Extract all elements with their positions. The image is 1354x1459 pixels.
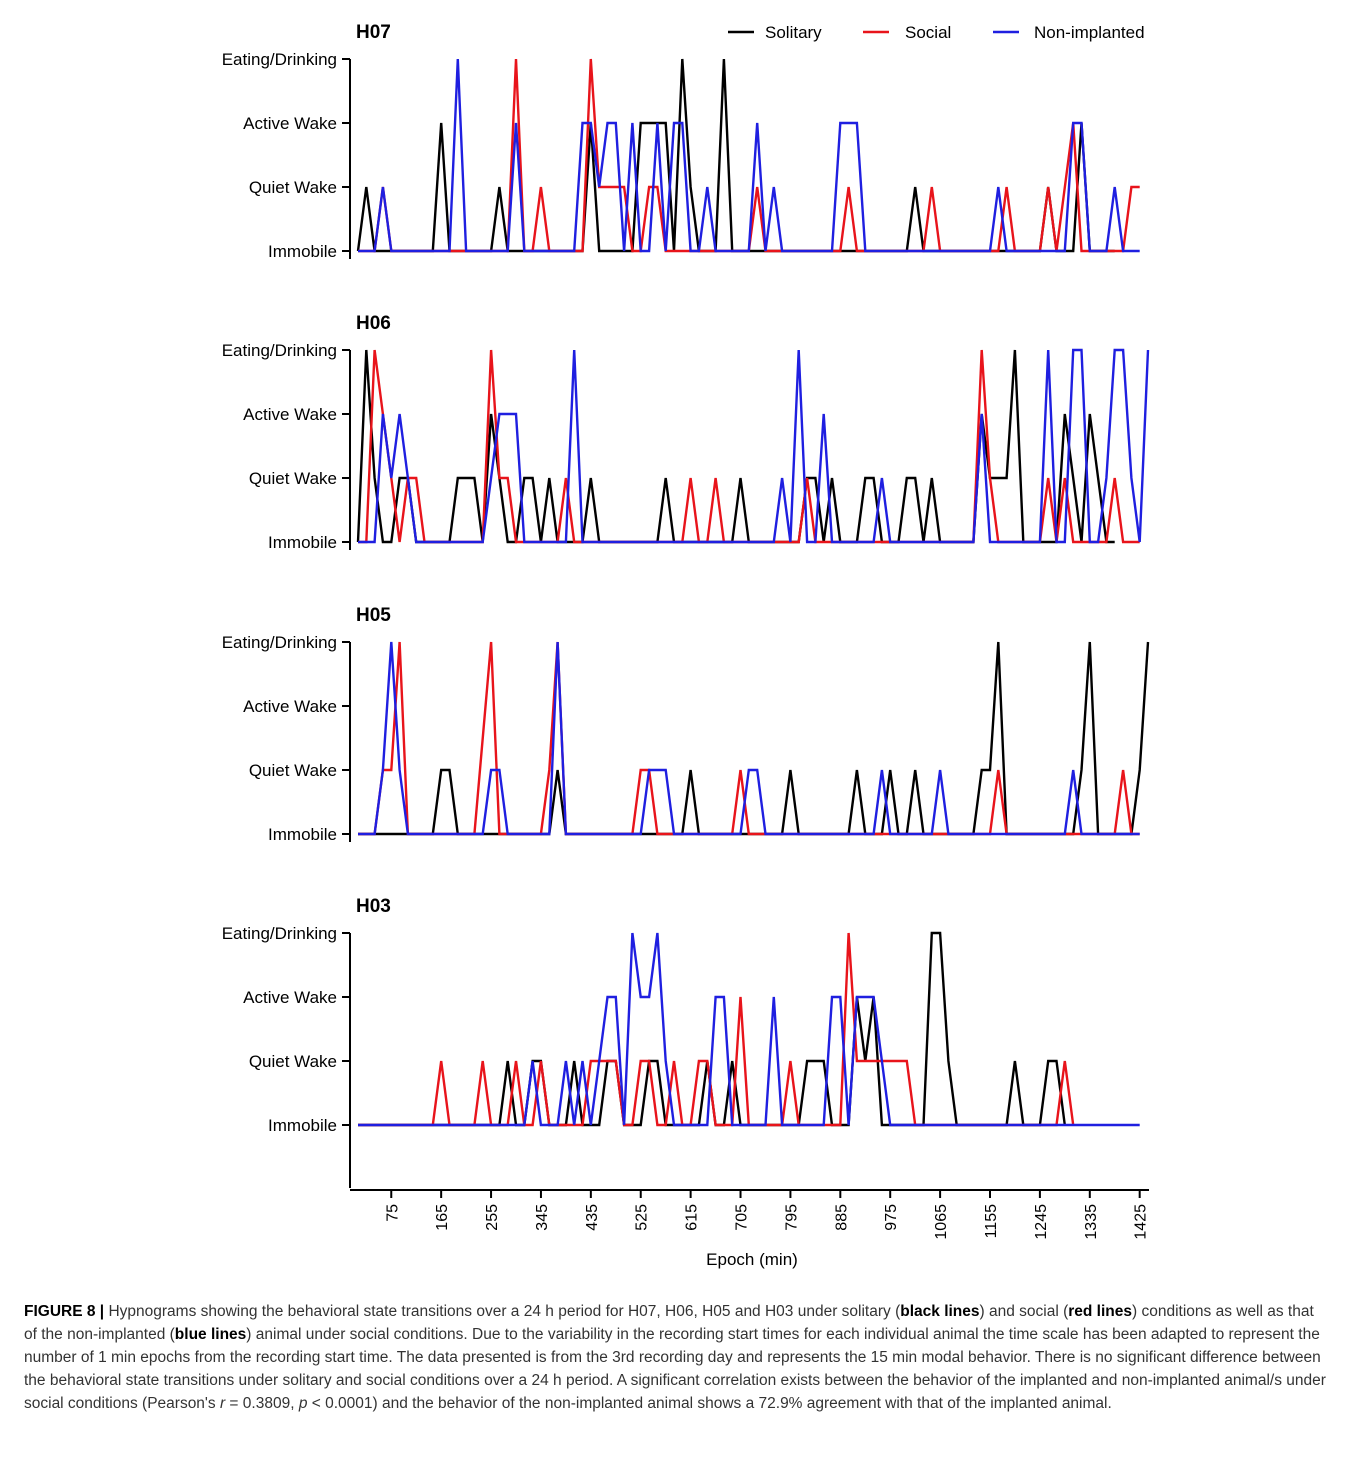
panel-h05-series-social bbox=[358, 641, 1140, 836]
panel-h06-y-tick-label: Active Wake bbox=[243, 405, 337, 424]
x-tick-label: 885 bbox=[833, 1204, 850, 1231]
caption-text-6: < 0.0001) and the behavior of the non-im… bbox=[307, 1395, 1112, 1412]
x-tick-label: 1335 bbox=[1083, 1204, 1100, 1240]
caption-text-2: ) and social ( bbox=[979, 1303, 1069, 1320]
panel-h07-y-tick-label: Eating/Drinking bbox=[222, 50, 337, 69]
panel-h03-y-tick-label: Active Wake bbox=[243, 988, 337, 1007]
panel-h05-title: H05 bbox=[356, 605, 391, 626]
x-tick-label: 345 bbox=[534, 1204, 551, 1231]
panel-h03-series-non-implanted bbox=[358, 932, 1140, 1127]
legend-label-social: Social bbox=[905, 23, 951, 42]
panel-h05-y-tick-label: Active Wake bbox=[243, 697, 337, 716]
panel-h03-title: H03 bbox=[356, 896, 391, 917]
panel-h06-series-non-implanted bbox=[358, 348, 1150, 544]
panel-h06-series-social bbox=[358, 349, 1140, 544]
x-tick-label: 165 bbox=[434, 1204, 451, 1231]
x-tick-label: 615 bbox=[684, 1204, 701, 1231]
caption-bold-black: black lines bbox=[900, 1303, 980, 1320]
caption-bold-blue: blue lines bbox=[174, 1326, 247, 1343]
panel-h03-y-tick-label: Quiet Wake bbox=[249, 1052, 337, 1071]
x-tick-label: 75 bbox=[384, 1204, 401, 1222]
figure-label: FIGURE 8 | bbox=[24, 1303, 105, 1320]
panel-h07-series-social bbox=[358, 58, 1140, 253]
x-tick-label: 1425 bbox=[1133, 1204, 1150, 1240]
panel-h06-y-tick-label: Quiet Wake bbox=[249, 469, 337, 488]
x-tick-label: 705 bbox=[734, 1204, 751, 1231]
caption-text-1: Hypnograms showing the behavioral state … bbox=[104, 1303, 901, 1320]
x-axis-label: Epoch (min) bbox=[706, 1250, 798, 1269]
caption-bold-red: red lines bbox=[1068, 1303, 1132, 1320]
x-tick-label: 255 bbox=[484, 1204, 501, 1231]
panel-h07-y-tick-label: Quiet Wake bbox=[249, 178, 337, 197]
x-tick-label: 1155 bbox=[983, 1204, 1000, 1239]
x-tick-label: 795 bbox=[783, 1204, 800, 1231]
panel-h07-y-tick-label: Immobile bbox=[268, 242, 337, 261]
caption-text-3: ) conditions as well as that of the non-… bbox=[24, 1303, 1314, 1343]
legend-label-solitary: Solitary bbox=[765, 23, 822, 42]
panel-h06-y-tick-label: Eating/Drinking bbox=[222, 341, 337, 360]
caption-italic-r: r bbox=[219, 1395, 226, 1412]
caption-text-5: = 0.3809, bbox=[225, 1395, 299, 1412]
panel-h03-y-tick-label: Eating/Drinking bbox=[222, 924, 337, 943]
panel-h03-series-social bbox=[358, 932, 1075, 1127]
panel-h03-y-tick-label: Immobile bbox=[268, 1116, 337, 1135]
panel-h07-y-tick-label: Active Wake bbox=[243, 114, 337, 133]
panel-h05-y-tick-label: Immobile bbox=[268, 825, 337, 844]
panel-h06-title: H06 bbox=[356, 313, 391, 334]
hypnogram-chart: H07 Immobile Quiet Wake Active Wake Eating/D… bbox=[222, 22, 1150, 1269]
x-tick-label: 435 bbox=[584, 1204, 601, 1231]
panel-h06-y-tick-label: Immobile bbox=[268, 533, 337, 552]
x-tick-label: 1245 bbox=[1033, 1204, 1050, 1240]
panel-h05-y-tick-label: Eating/Drinking bbox=[222, 633, 337, 652]
panel-h07-series-non-implanted bbox=[358, 58, 1140, 253]
panel-h05-y-tick-label: Quiet Wake bbox=[249, 761, 337, 780]
panel-h06-series-solitary bbox=[356, 349, 1115, 544]
x-tick-label: 525 bbox=[634, 1204, 651, 1231]
legend-label-non-implanted: Non-implanted bbox=[1034, 23, 1145, 42]
x-tick-label: 1065 bbox=[933, 1204, 950, 1240]
panel-h07-title: H07 bbox=[356, 22, 391, 43]
caption-italic-p: p bbox=[298, 1395, 308, 1412]
figure-caption: FIGURE 8 | Hypnograms showing the behavi… bbox=[24, 1300, 1330, 1415]
x-tick-label: 975 bbox=[883, 1204, 900, 1231]
panel-h05-series-non-implanted bbox=[358, 641, 1140, 836]
caption-text-4: ) animal under social conditions. Due to… bbox=[24, 1326, 1326, 1412]
